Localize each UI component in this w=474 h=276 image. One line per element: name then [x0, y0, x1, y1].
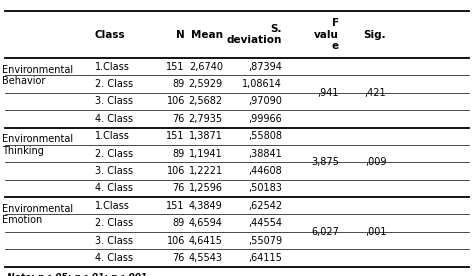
Text: N: N [176, 30, 185, 39]
Text: 106: 106 [166, 96, 185, 107]
Text: 76: 76 [173, 253, 185, 263]
Text: 4,3849: 4,3849 [189, 201, 223, 211]
Text: ,55808: ,55808 [248, 131, 282, 141]
Text: Sig.: Sig. [364, 30, 386, 39]
Text: 2,5682: 2,5682 [189, 96, 223, 107]
Text: 1,1941: 1,1941 [189, 148, 223, 159]
Text: Environmental
Behavior: Environmental Behavior [2, 65, 73, 86]
Text: ,44608: ,44608 [248, 166, 282, 176]
Text: 4. Class: 4. Class [95, 253, 133, 263]
Text: 89: 89 [173, 79, 185, 89]
Text: 2,7935: 2,7935 [189, 114, 223, 124]
Text: S.
deviation: S. deviation [227, 24, 282, 45]
Text: 1,3871: 1,3871 [189, 131, 223, 141]
Text: Mean: Mean [191, 30, 223, 39]
Text: ,009: ,009 [365, 157, 386, 167]
Text: 4,6415: 4,6415 [189, 235, 223, 246]
Text: F
valu
e: F valu e [314, 18, 339, 51]
Text: ,421: ,421 [365, 88, 386, 98]
Text: 106: 106 [166, 166, 185, 176]
Text: 106: 106 [166, 235, 185, 246]
Text: ,97090: ,97090 [248, 96, 282, 107]
Text: Class: Class [95, 30, 126, 39]
Text: 2,6740: 2,6740 [189, 62, 223, 72]
Text: ,62542: ,62542 [248, 201, 282, 211]
Text: ,001: ,001 [365, 227, 386, 237]
Text: 3. Class: 3. Class [95, 96, 133, 107]
Text: 4,5543: 4,5543 [189, 253, 223, 263]
Text: ,99966: ,99966 [248, 114, 282, 124]
Text: 2. Class: 2. Class [95, 148, 133, 159]
Text: ,941: ,941 [318, 88, 339, 98]
Text: ,55079: ,55079 [248, 235, 282, 246]
Text: 4. Class: 4. Class [95, 183, 133, 193]
Text: ,64115: ,64115 [248, 253, 282, 263]
Text: Environmental
Thinking: Environmental Thinking [2, 134, 73, 156]
Text: 1.Class: 1.Class [95, 62, 130, 72]
Text: 2,5929: 2,5929 [189, 79, 223, 89]
Text: 3,875: 3,875 [311, 157, 339, 167]
Text: ,44554: ,44554 [248, 218, 282, 228]
Text: ,50183: ,50183 [248, 183, 282, 193]
Text: 89: 89 [173, 148, 185, 159]
Text: Environmental
Emotion: Environmental Emotion [2, 204, 73, 225]
Text: 4,6594: 4,6594 [189, 218, 223, 228]
Text: 1,2221: 1,2221 [189, 166, 223, 176]
Text: 1,2596: 1,2596 [189, 183, 223, 193]
Text: 6,027: 6,027 [311, 227, 339, 237]
Text: 76: 76 [173, 114, 185, 124]
Text: 3. Class: 3. Class [95, 235, 133, 246]
Text: ,38841: ,38841 [248, 148, 282, 159]
Text: ,87394: ,87394 [248, 62, 282, 72]
Text: 151: 151 [166, 131, 185, 141]
Text: 2. Class: 2. Class [95, 218, 133, 228]
Text: Note: p<.05; p<.01; p<.001: Note: p<.05; p<.01; p<.001 [7, 273, 147, 276]
Text: 4. Class: 4. Class [95, 114, 133, 124]
Text: 89: 89 [173, 218, 185, 228]
Text: 1.Class: 1.Class [95, 131, 130, 141]
Text: 1,08614: 1,08614 [242, 79, 282, 89]
Text: 76: 76 [173, 183, 185, 193]
Text: 1.Class: 1.Class [95, 201, 130, 211]
Text: 3. Class: 3. Class [95, 166, 133, 176]
Text: 151: 151 [166, 201, 185, 211]
Text: 2. Class: 2. Class [95, 79, 133, 89]
Text: 151: 151 [166, 62, 185, 72]
